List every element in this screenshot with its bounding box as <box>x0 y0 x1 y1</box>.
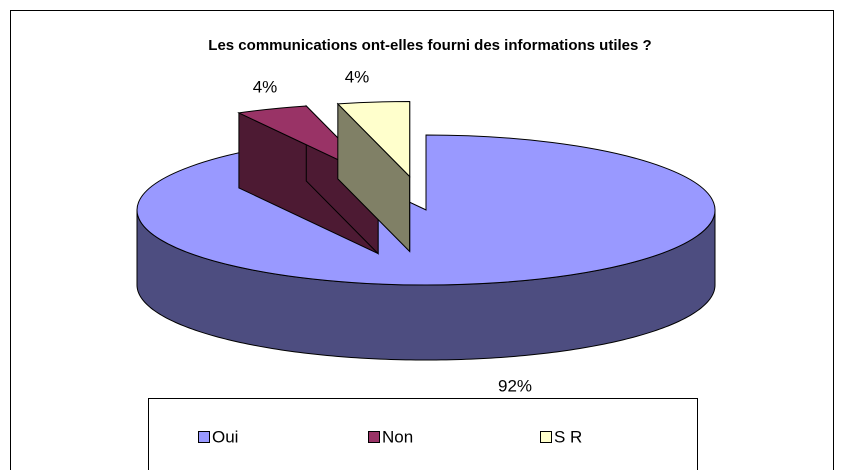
pie-slice <box>336 101 411 178</box>
legend-swatch <box>198 431 210 443</box>
legend-label: Oui <box>212 427 238 446</box>
pie-slice <box>136 134 716 286</box>
legend-swatch <box>368 431 380 443</box>
legend-label: Non <box>382 427 413 446</box>
legend-box <box>148 398 698 470</box>
data-label: 92% <box>498 376 532 395</box>
chart-title: Les communications ont-elles fourni des … <box>208 37 651 54</box>
legend-label: S R <box>554 427 582 446</box>
data-label: 4% <box>253 77 278 96</box>
data-label: 4% <box>345 67 370 86</box>
legend-swatch <box>540 431 552 443</box>
